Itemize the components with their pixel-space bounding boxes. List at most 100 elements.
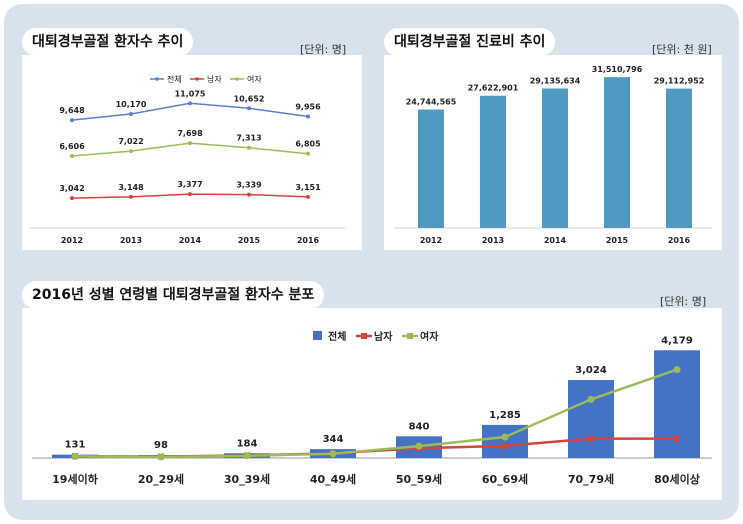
- line-chart-point: [188, 192, 192, 197]
- distribution-bar-label: 344: [323, 434, 344, 445]
- distribution-point: [501, 433, 509, 441]
- cost-bar-x-tick: 2016: [668, 236, 691, 245]
- line-chart-point: [247, 145, 251, 150]
- line-chart-data-label: 3,148: [118, 183, 144, 192]
- distribution-point: [674, 435, 680, 442]
- line-chart-data-label: 6,606: [59, 142, 85, 151]
- line-chart-point: [188, 141, 192, 146]
- distribution-unit: [단위: 명]: [660, 295, 707, 308]
- distribution-x-tick: 50_59세: [396, 472, 442, 486]
- line-chart-x-tick: 2015: [238, 236, 261, 245]
- line-chart-data-label: 7,313: [236, 134, 261, 143]
- line-chart-x-tick: 2012: [61, 236, 83, 245]
- distribution-point: [329, 450, 337, 458]
- distribution-point: [502, 442, 508, 449]
- line-chart-point: [247, 106, 251, 111]
- line-chart-legend-label: 남자: [207, 75, 222, 84]
- line-chart-data-label: 11,075: [175, 89, 206, 98]
- cost-bar-x-tick: 2013: [482, 236, 504, 245]
- distribution-point: [243, 452, 251, 460]
- distribution-legend-marker: [407, 333, 413, 339]
- line-chart-point: [70, 118, 74, 123]
- line-chart-point: [247, 192, 251, 197]
- cost-bar-label: 29,135,634: [530, 77, 581, 86]
- cost-bar-x-tick: 2015: [606, 236, 629, 245]
- patient-trend-title: 대퇴경부골절 환자수 추이: [22, 28, 194, 56]
- distribution-point: [71, 452, 79, 460]
- line-chart-point: [306, 194, 310, 199]
- line-chart-point: [306, 114, 310, 119]
- line-chart-point: [188, 101, 192, 106]
- line-chart-point: [70, 154, 74, 159]
- line-chart-legend-marker: [155, 77, 159, 81]
- distribution-x-tick: 80세이상: [654, 472, 700, 486]
- distribution-legend-marker: [361, 333, 367, 339]
- line-chart-data-label: 6,805: [295, 140, 321, 149]
- line-chart-data-label: 10,652: [234, 94, 265, 103]
- line-chart-point: [129, 111, 133, 116]
- line-chart-x-tick: 2013: [120, 236, 142, 245]
- distribution-bar-label: 1,285: [489, 410, 521, 421]
- distribution-point: [588, 435, 594, 442]
- distribution-bar-label: 3,024: [575, 365, 607, 376]
- cost-bar-label: 31,510,796: [592, 65, 643, 74]
- distribution-point: [415, 442, 423, 450]
- line-chart-data-label: 9,956: [295, 103, 321, 112]
- line-chart-x-tick: 2014: [179, 236, 202, 245]
- distribution-legend-label: 남자: [374, 330, 393, 343]
- line-chart-data-label: 3,377: [177, 180, 202, 189]
- distribution-legend-label: 전체: [328, 330, 346, 343]
- distribution-x-tick: 70_79세: [568, 472, 614, 486]
- cost-bar: [418, 109, 444, 228]
- distribution-x-tick: 19세이하: [52, 472, 99, 486]
- cost-bar: [604, 77, 630, 228]
- distribution-legend-label: 여자: [420, 330, 439, 343]
- cost-bar-label: 27,622,901: [468, 84, 519, 93]
- line-chart-legend-label: 전체: [167, 74, 182, 84]
- line-chart-point: [129, 194, 133, 199]
- cost-bar-label: 29,112,952: [654, 77, 705, 86]
- distribution-legend-swatch: [313, 331, 322, 340]
- line-chart-legend-marker: [235, 77, 239, 81]
- distribution-point: [587, 395, 595, 403]
- cost-bar-x-tick: 2012: [420, 236, 442, 245]
- distribution-x-tick: 40_49세: [310, 472, 356, 486]
- line-chart-legend-marker: [195, 77, 199, 81]
- distribution-series-line: [74, 368, 678, 459]
- line-chart-data-label: 7,022: [118, 137, 143, 146]
- cost-bar-x-tick: 2014: [544, 236, 567, 245]
- line-chart-data-label: 3,042: [59, 184, 84, 193]
- line-chart-data-label: 9,648: [59, 106, 85, 115]
- cost-bar: [666, 88, 692, 228]
- distribution-x-tick: 60_69세: [482, 472, 528, 486]
- line-chart-data-label: 3,339: [236, 181, 262, 190]
- line-chart-data-label: 10,170: [116, 100, 147, 109]
- patient-trend-panel: [22, 55, 362, 250]
- line-chart-series-line: [71, 102, 309, 121]
- distribution-x-tick: 30_39세: [224, 472, 270, 486]
- distribution-bar-label: 131: [65, 440, 86, 451]
- cost-bar: [542, 88, 568, 229]
- cost-bar: [480, 95, 506, 228]
- distribution-title: 2016년 성별 연령별 대퇴경부골절 환자수 분포: [22, 281, 325, 309]
- line-chart-data-label: 3,151: [295, 183, 321, 192]
- line-chart-point: [306, 151, 310, 156]
- distribution-point: [673, 366, 681, 374]
- line-chart-data-label: 7,698: [177, 129, 203, 138]
- line-chart-point: [129, 149, 133, 154]
- distribution-bar: [568, 380, 614, 458]
- cost-trend-title: 대퇴경부골절 진료비 추이: [384, 28, 556, 56]
- line-chart-point: [70, 196, 74, 201]
- line-chart-x-tick: 2016: [297, 236, 320, 245]
- distribution-bar-label: 184: [237, 438, 258, 449]
- patient-trend-unit: [단위: 명]: [300, 43, 347, 56]
- distribution-bar-label: 98: [154, 440, 168, 451]
- cost-trend-unit: [단위: 천 원]: [652, 43, 712, 56]
- distribution-x-tick: 20_29세: [138, 472, 184, 486]
- cost-bar-label: 24,744,565: [406, 98, 457, 107]
- distribution-bar-label: 840: [409, 421, 430, 432]
- distribution-point: [157, 453, 165, 461]
- line-chart-legend-label: 여자: [247, 74, 262, 84]
- distribution-bar-label: 4,179: [661, 335, 693, 346]
